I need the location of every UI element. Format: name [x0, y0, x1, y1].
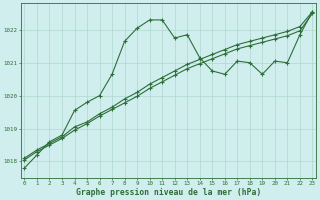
X-axis label: Graphe pression niveau de la mer (hPa): Graphe pression niveau de la mer (hPa): [76, 188, 261, 197]
